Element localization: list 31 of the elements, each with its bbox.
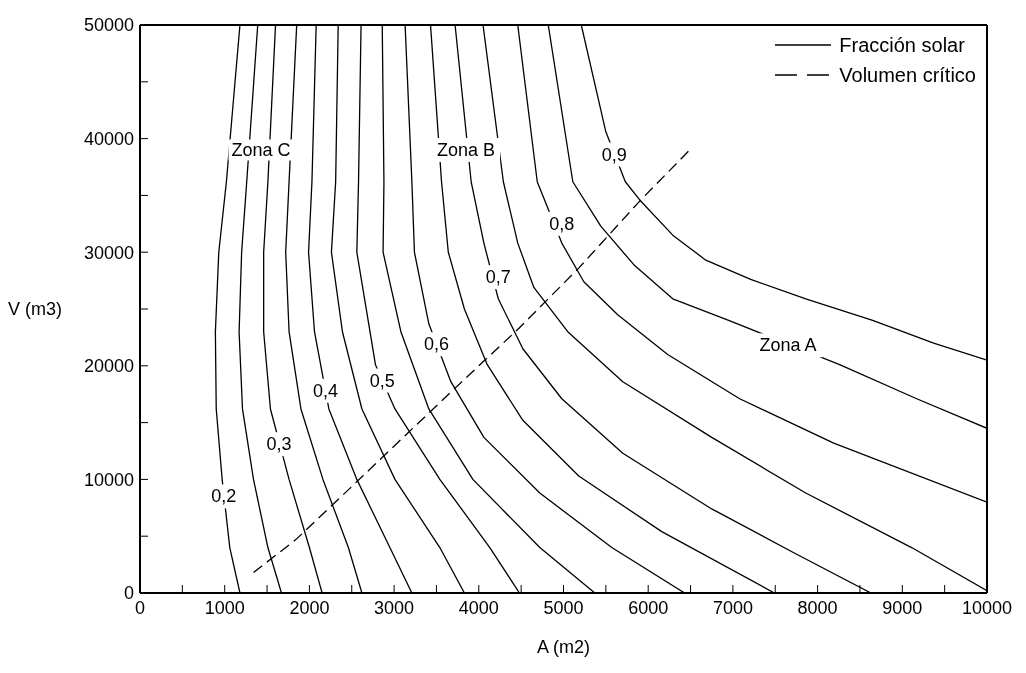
- x-tick-label: 6000: [628, 597, 669, 618]
- x-tick-label: 3000: [374, 597, 415, 618]
- annotation: Zona A: [759, 335, 817, 356]
- x-tick-label: 9000: [882, 597, 923, 618]
- x-tick-label: 4000: [458, 597, 499, 618]
- y-tick-label: 20000: [83, 356, 134, 377]
- y-tick-label: 0: [123, 583, 134, 604]
- y-tick-label: 30000: [83, 242, 134, 263]
- y-axis-title: V (m3): [8, 299, 62, 320]
- x-tick-label: 2000: [289, 597, 330, 618]
- annotation: 0,3: [266, 434, 292, 455]
- y-tick-label: 40000: [83, 128, 134, 149]
- annotation: 0,6: [423, 334, 449, 355]
- legend-label: Volumen crítico: [839, 63, 976, 88]
- x-tick-label: 10000: [961, 597, 1013, 618]
- annotation: Zona B: [437, 139, 496, 160]
- y-tick-label: 10000: [83, 469, 134, 490]
- annotation: 0,7: [485, 267, 511, 288]
- x-tick-label: 7000: [712, 597, 753, 618]
- annotation: 0,2: [211, 486, 237, 507]
- legend-label: Fracción solar: [839, 33, 965, 58]
- x-tick-label: 5000: [543, 597, 584, 618]
- x-tick-label: 1000: [204, 597, 245, 618]
- x-axis-title: A (m2): [536, 637, 591, 657]
- annotation: 0,4: [312, 380, 339, 401]
- annotation: 0,5: [369, 370, 395, 391]
- annotation: 0,8: [549, 213, 575, 234]
- y-tick-label: 50000: [83, 15, 134, 36]
- annotation: 0,9: [601, 144, 627, 165]
- annotation: Zona C: [228, 139, 294, 161]
- x-tick-label: 8000: [797, 597, 838, 618]
